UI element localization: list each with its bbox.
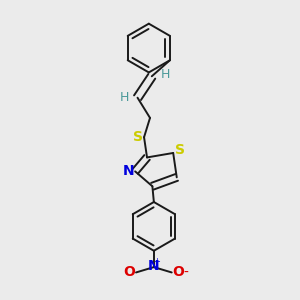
- Text: O: O: [124, 266, 135, 280]
- Text: S: S: [175, 143, 185, 157]
- Text: N: N: [148, 259, 160, 273]
- Text: H: H: [119, 91, 129, 103]
- Text: S: S: [133, 130, 142, 144]
- Text: +: +: [153, 257, 160, 266]
- Text: H: H: [160, 68, 170, 81]
- Text: -: -: [183, 266, 188, 280]
- Text: O: O: [172, 266, 184, 280]
- Text: N: N: [123, 164, 134, 178]
